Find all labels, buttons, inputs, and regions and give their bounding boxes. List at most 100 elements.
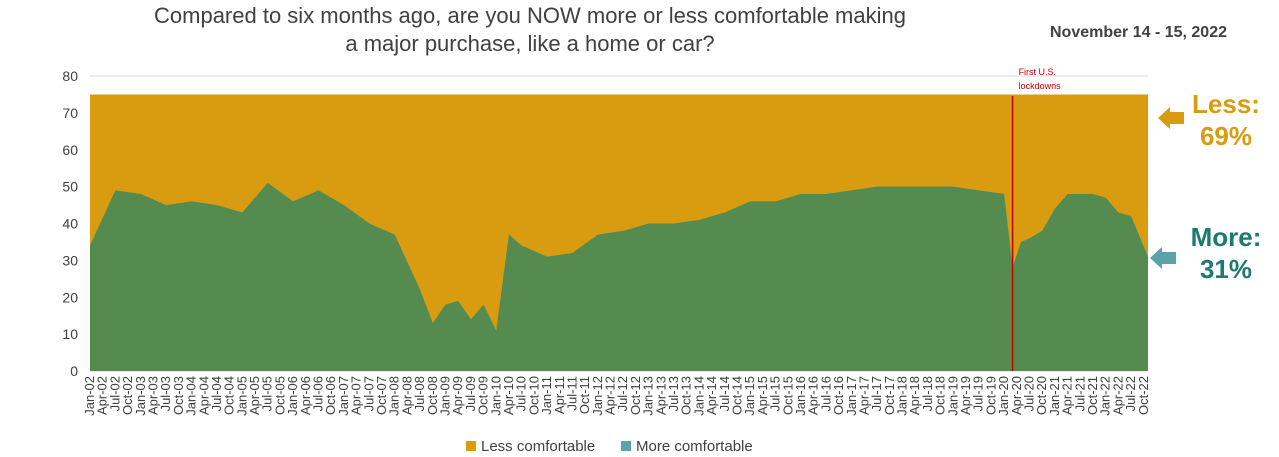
x-tick-label: Oct-05	[272, 376, 287, 415]
x-tick-label: Apr-19	[958, 376, 973, 415]
chart-areas	[90, 94, 1148, 371]
lockdown-label-line2: lockdowns	[1019, 81, 1062, 91]
x-tick-label: Jul-19	[971, 376, 986, 411]
legend-swatch-more	[621, 441, 631, 451]
x-tick-label: Oct-12	[628, 376, 643, 415]
y-tick-label: 50	[62, 179, 78, 195]
x-tick-label: Jul-20	[1022, 376, 1037, 411]
x-tick-label: Apr-21	[1060, 376, 1075, 415]
x-tick-label: Jan-14	[691, 376, 706, 416]
x-tick-label: Jan-16	[793, 376, 808, 416]
x-tick-label: Jan-06	[285, 376, 300, 416]
x-tick-label: Apr-15	[755, 376, 770, 415]
legend-label-less: Less comfortable	[481, 438, 595, 455]
x-tick-label: Oct-07	[374, 376, 389, 415]
x-tick-label: Apr-12	[603, 376, 618, 415]
y-axis-ticks: 0 10 20 30 40 50 60 70 80	[62, 68, 78, 379]
x-tick-label: Jul-11	[564, 376, 579, 410]
legend: Less comfortable More comfortable	[466, 438, 753, 455]
x-tick-label: Apr-13	[653, 376, 668, 415]
x-tick-label: Jan-02	[82, 376, 97, 416]
x-tick-label: Jan-07	[336, 376, 351, 416]
x-tick-label: Jan-05	[234, 376, 249, 416]
x-tick-label: Jul-08	[412, 376, 427, 411]
x-tick-label: Oct-20	[1034, 376, 1049, 415]
x-tick-label: Oct-21	[1085, 376, 1100, 415]
x-tick-label: Oct-06	[323, 376, 338, 415]
x-tick-label: Oct-04	[222, 376, 237, 415]
x-tick-label: Oct-11	[577, 376, 592, 414]
less-callout-label: Less:	[1192, 89, 1260, 119]
y-tick-label: 70	[62, 105, 78, 121]
chart-title: Compared to six months ago, are you NOW …	[150, 2, 910, 58]
callouts: Less: 69% More: 31%	[1150, 89, 1261, 284]
x-tick-label: Apr-16	[806, 376, 821, 415]
x-tick-label: Apr-14	[704, 376, 719, 415]
x-tick-label: Oct-22	[1136, 376, 1151, 415]
x-tick-label: Oct-03	[171, 376, 186, 415]
x-tick-label: Jan-04	[184, 376, 199, 416]
x-tick-label: Oct-10	[526, 376, 541, 415]
x-tick-label: Oct-16	[831, 376, 846, 415]
x-tick-label: Jul-21	[1072, 376, 1087, 411]
x-tick-label: Jan-10	[488, 376, 503, 416]
x-tick-label: Jan-17	[844, 376, 859, 416]
x-tick-label: Jul-06	[311, 376, 326, 411]
x-tick-label: Apr-11	[552, 376, 567, 414]
x-tick-label: Jul-02	[107, 376, 122, 411]
x-tick-label: Apr-20	[1009, 376, 1024, 415]
more-arrow-icon	[1150, 247, 1176, 269]
chart-title-line1: Compared to six months ago, are you NOW …	[154, 3, 906, 28]
x-tick-label: Apr-08	[399, 376, 414, 415]
x-tick-label: Jan-15	[742, 376, 757, 416]
legend-swatch-less	[466, 441, 476, 451]
x-tick-label: Apr-18	[907, 376, 922, 415]
x-tick-label: Apr-07	[349, 376, 364, 415]
legend-label-more: More comfortable	[636, 438, 753, 455]
x-tick-label: Jan-08	[387, 376, 402, 416]
x-tick-label: Jan-22	[1098, 376, 1113, 416]
y-tick-label: 40	[62, 216, 78, 232]
chart-title-line2: a major purchase, like a home or car?	[345, 31, 715, 56]
x-tick-label: Jan-18	[895, 376, 910, 416]
x-tick-label: Jan-03	[133, 376, 148, 416]
x-tick-label: Jul-10	[514, 376, 529, 411]
y-tick-label: 0	[70, 363, 78, 379]
x-tick-label: Apr-09	[450, 376, 465, 415]
x-tick-label: Oct-17	[882, 376, 897, 415]
x-tick-label: Apr-04	[196, 376, 211, 415]
x-tick-label: Jan-20	[996, 376, 1011, 416]
x-tick-label: Oct-19	[983, 376, 998, 415]
x-tick-label: Jul-05	[260, 376, 275, 411]
x-tick-label: Jul-15	[768, 376, 783, 411]
x-tick-label: Apr-02	[95, 376, 110, 415]
more-comfortable-fill	[90, 182, 1148, 371]
x-tick-label: Jan-13	[641, 376, 656, 416]
less-arrow-icon	[1158, 107, 1184, 129]
less-comfortable-area	[90, 94, 1148, 331]
x-tick-label: Jul-13	[666, 376, 681, 411]
x-tick-label: Oct-02	[120, 376, 135, 415]
y-tick-label: 20	[62, 289, 78, 305]
x-tick-label: Apr-17	[856, 376, 871, 415]
less-callout-value: 69%	[1200, 121, 1252, 151]
x-tick-label: Jul-22	[1123, 376, 1138, 411]
x-tick-label: Jan-21	[1047, 376, 1062, 416]
x-tick-label: Jan-19	[945, 376, 960, 416]
x-tick-label: Apr-10	[501, 376, 516, 415]
x-tick-label: Oct-13	[679, 376, 694, 415]
x-axis-ticks: Jan-02Apr-02Jul-02Oct-02Jan-03Apr-03Jul-…	[82, 376, 1151, 416]
x-tick-label: Oct-08	[425, 376, 440, 415]
y-tick-label: 60	[62, 142, 78, 158]
x-tick-label: Apr-03	[145, 376, 160, 415]
x-tick-label: Jul-09	[463, 376, 478, 411]
x-tick-label: Jan-09	[437, 376, 452, 416]
y-tick-label: 30	[62, 252, 78, 268]
lockdown-annotation: First U.S. lockdowns	[1011, 67, 1062, 371]
x-tick-label: Jul-03	[158, 376, 173, 411]
x-tick-label: Jul-07	[361, 376, 376, 411]
y-tick-label: 10	[62, 326, 78, 342]
more-callout-value: 31%	[1200, 254, 1252, 284]
x-tick-label: Apr-05	[247, 376, 262, 415]
